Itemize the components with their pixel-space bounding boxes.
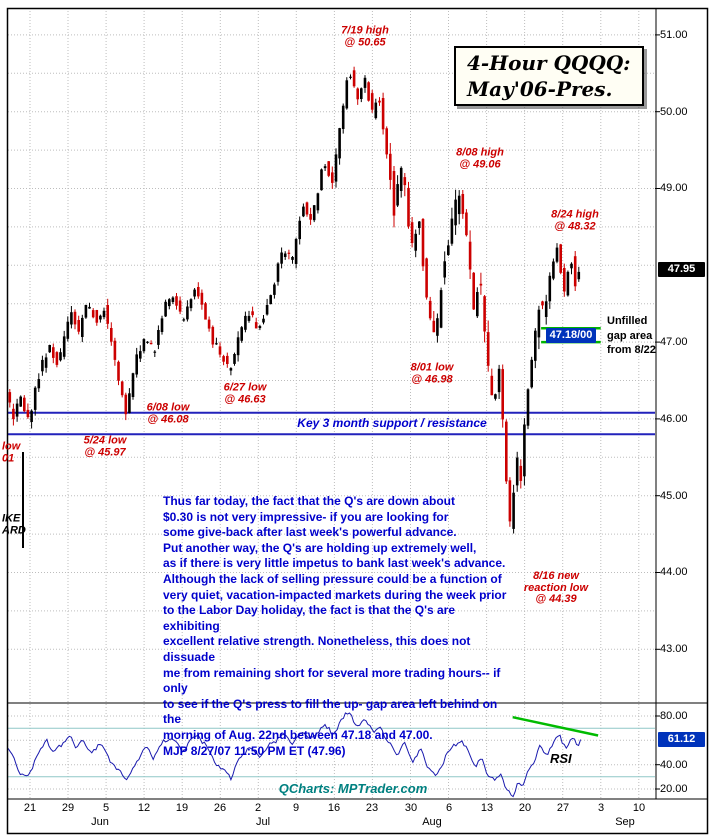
annotation-high-8-08: 8/08 high @ 49.06 <box>456 146 504 170</box>
x-axis-month-label: Jun <box>91 816 109 828</box>
price-axis-label: 49.00 <box>660 182 688 194</box>
chart-title-box: 4-Hour QQQQ: May'06-Pres. <box>454 46 644 106</box>
rsi-axis-label: 80.00 <box>660 710 688 722</box>
annotation-left-edge-cut-black: IKE ARD <box>2 512 26 536</box>
cutoff-note-border <box>22 452 24 548</box>
analyst-commentary: Thus far today, the fact that the Q's ar… <box>163 494 507 758</box>
price-axis-label: 47.00 <box>660 336 688 348</box>
x-axis-day-label: 26 <box>213 802 227 814</box>
x-axis-day-label: 19 <box>175 802 189 814</box>
annotation-low-5-24: 5/24 low @ 45.97 <box>83 434 127 458</box>
x-axis-month-label: Aug <box>422 816 442 828</box>
support-resistance-label: Key 3 month support / resistance <box>297 416 487 430</box>
x-axis-day-label: 21 <box>23 802 37 814</box>
x-axis-day-label: 13 <box>480 802 494 814</box>
annotation-low-8-01: 8/01 low @ 46.98 <box>410 361 454 385</box>
x-axis-day-label: 6 <box>445 802 453 814</box>
x-axis-day-label: 27 <box>556 802 570 814</box>
x-axis-month-label: Sep <box>615 816 635 828</box>
chart-title-line1: 4-Hour QQQQ: <box>467 51 631 75</box>
x-axis-day-label: 10 <box>632 802 646 814</box>
annotation-high-8-24: 8/24 high @ 48.32 <box>551 208 599 232</box>
price-axis-label: 44.00 <box>660 566 688 578</box>
x-axis-day-label: 9 <box>292 802 300 814</box>
x-axis-day-label: 16 <box>327 802 341 814</box>
price-axis-label: 51.00 <box>660 29 688 41</box>
annotation-low-6-27: 6/27 low @ 46.63 <box>223 381 267 405</box>
price-axis-label: 45.00 <box>660 490 688 502</box>
x-axis-day-label: 12 <box>137 802 151 814</box>
qcharts-watermark: QCharts: MPTrader.com <box>278 781 428 796</box>
rsi-value-badge: 61.12 <box>658 732 705 747</box>
last-price-badge: 47.95 <box>658 262 705 277</box>
x-axis-day-label: 2 <box>254 802 262 814</box>
x-axis-day-label: 23 <box>365 802 379 814</box>
rsi-axis-label: 40.00 <box>660 759 688 771</box>
x-axis-day-label: 5 <box>102 802 110 814</box>
x-axis-day-label: 29 <box>61 802 75 814</box>
x-axis-day-label: 20 <box>518 802 532 814</box>
x-axis-day-label: 30 <box>404 802 418 814</box>
price-axis-label: 50.00 <box>660 106 688 118</box>
price-axis-label: 43.00 <box>660 643 688 655</box>
annotation-low-6-08: 6/08 low @ 46.08 <box>146 401 190 425</box>
x-axis-day-label: 3 <box>597 802 605 814</box>
gap-area-note: Unfilled gap area from 8/22 <box>607 315 656 356</box>
rsi-indicator-label: RSI <box>550 751 572 766</box>
annotation-left-edge-cut-red: low 01 <box>2 440 21 464</box>
annotation-high-7-19: 7/19 high @ 50.65 <box>341 24 389 48</box>
annotation-low-8-16: 8/16 new reaction low @ 44.39 <box>523 569 589 605</box>
price-axis-label: 46.00 <box>660 413 688 425</box>
gap-price-badge: 47.18/00 <box>546 328 596 343</box>
x-axis-month-label: Jul <box>255 816 271 828</box>
rsi-axis-label: 20.00 <box>660 783 688 795</box>
chart-title-line2: May'06-Pres. <box>467 77 613 101</box>
